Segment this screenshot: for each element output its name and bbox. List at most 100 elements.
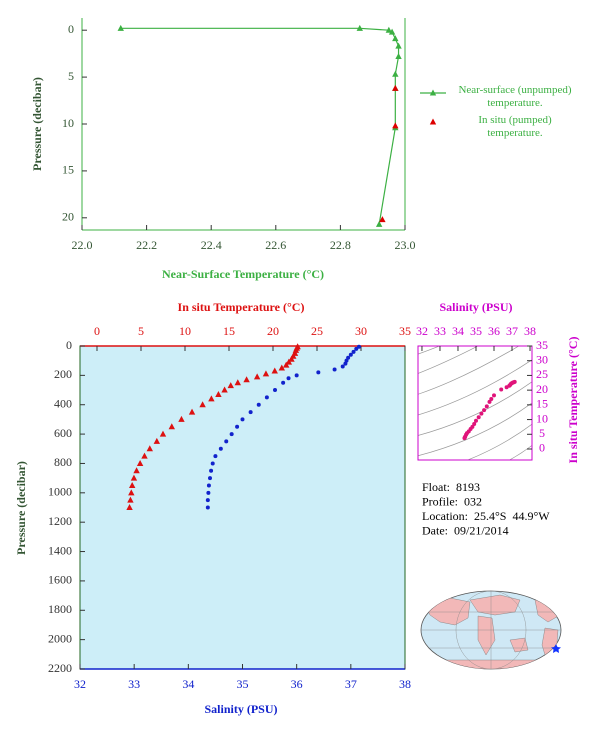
x-tick-label: 15 — [223, 324, 235, 338]
data-point — [356, 344, 361, 349]
y-tick-label: 35 — [536, 338, 548, 352]
x-tick-label: 30 — [355, 324, 367, 338]
data-point — [351, 349, 356, 354]
legend-entry: In situ (pumped) temperature. — [478, 114, 551, 139]
data-point — [234, 379, 241, 386]
data-point — [128, 481, 136, 488]
data-point — [199, 401, 206, 408]
x-tick-label: 20 — [267, 324, 279, 338]
data-point — [227, 382, 234, 389]
y-tick-label: 0 — [539, 441, 545, 455]
data-point — [159, 430, 167, 437]
x-tick-label: 10 — [179, 324, 191, 338]
y-tick-label: 800 — [54, 455, 72, 469]
data-point — [133, 467, 140, 474]
data-point — [128, 489, 135, 496]
data-point — [395, 42, 402, 49]
x-tick-label: 35 — [399, 324, 411, 338]
y-tick-label: 15 — [62, 163, 74, 177]
series — [117, 24, 402, 227]
y-tick-label: 20 — [536, 382, 548, 396]
data-point — [264, 395, 269, 400]
plot-frame — [79, 345, 406, 670]
location-map — [420, 590, 562, 670]
y-tick-label: 0 — [68, 22, 74, 36]
data-point — [208, 395, 215, 402]
info-line: Date: 09/21/2014 — [422, 523, 509, 537]
y-axis-title: Pressure (decibar) — [14, 461, 28, 555]
plot-frame — [417, 345, 533, 461]
data-point — [278, 364, 285, 371]
data-point — [294, 373, 299, 378]
data-point — [285, 358, 293, 365]
data-point — [388, 28, 396, 35]
y-tick-label: 10 — [536, 411, 548, 425]
data-point — [392, 70, 399, 77]
y-tick-label: 1800 — [48, 602, 72, 616]
data-point — [484, 404, 489, 409]
data-point — [256, 402, 261, 407]
data-point — [178, 415, 185, 422]
data-point — [273, 388, 277, 393]
x-tick-label: 5 — [138, 324, 144, 338]
x-tick-label: 34 — [182, 677, 194, 691]
x-tick-label: 22.0 — [72, 238, 93, 252]
data-line — [120, 27, 400, 225]
data-point — [205, 505, 210, 510]
series — [126, 343, 301, 510]
data-point — [392, 35, 399, 42]
data-point — [218, 446, 223, 451]
data-point — [281, 380, 286, 385]
data-point — [479, 411, 484, 416]
y-tick-label: 1600 — [48, 573, 72, 587]
y-tick-label: 400 — [54, 396, 72, 410]
data-point — [288, 355, 295, 362]
data-point — [141, 452, 148, 459]
data-point — [168, 423, 175, 430]
x-tick-label: 22.8 — [330, 238, 351, 252]
series — [205, 344, 361, 510]
data-point — [229, 432, 234, 437]
data-point — [210, 461, 215, 466]
data-point — [130, 474, 138, 481]
info-line: Location: 25.4°S 44.9°W — [422, 509, 550, 523]
x-tick-label: 32 — [416, 324, 428, 338]
data-point — [253, 373, 261, 380]
data-point — [379, 216, 386, 223]
data-point — [346, 355, 351, 360]
x2-axis-title: Salinity (PSU) — [204, 702, 277, 716]
y-tick-label: 20 — [62, 210, 74, 224]
data-point — [343, 361, 348, 366]
y-tick-label: 5 — [68, 69, 74, 83]
y-tick-label: 600 — [54, 426, 72, 440]
data-point — [215, 390, 222, 397]
data-point — [354, 346, 359, 351]
y-tick-label: 5 — [539, 426, 545, 440]
data-point — [332, 367, 337, 372]
y-axis-title: In situ Temperature (°C) — [566, 337, 580, 464]
x-tick-label: 25 — [311, 324, 323, 338]
x-tick-label: 34 — [452, 324, 464, 338]
x-tick-label: 35 — [470, 324, 482, 338]
data-point — [235, 424, 240, 429]
data-point — [476, 415, 481, 420]
data-point — [356, 24, 363, 31]
data-point — [117, 24, 124, 31]
y-axis-title: Pressure (decibar) — [30, 77, 44, 171]
y-tick-label: 10 — [62, 116, 74, 130]
data-point — [224, 439, 229, 444]
x-tick-label: 22.4 — [201, 238, 222, 252]
data-point — [499, 387, 504, 392]
y-tick-label: 2200 — [48, 661, 72, 675]
data-point — [385, 26, 393, 33]
y-tick-label: 1000 — [48, 485, 72, 499]
x-tick-label: 37 — [506, 324, 518, 338]
x-tick-label: 35 — [237, 677, 249, 691]
data-point — [208, 476, 212, 481]
data-point — [487, 399, 492, 404]
data-point — [262, 370, 270, 377]
series — [379, 84, 399, 223]
data-point — [375, 220, 383, 227]
data-point — [482, 408, 487, 413]
info-line: Float: 8193 — [422, 480, 480, 494]
